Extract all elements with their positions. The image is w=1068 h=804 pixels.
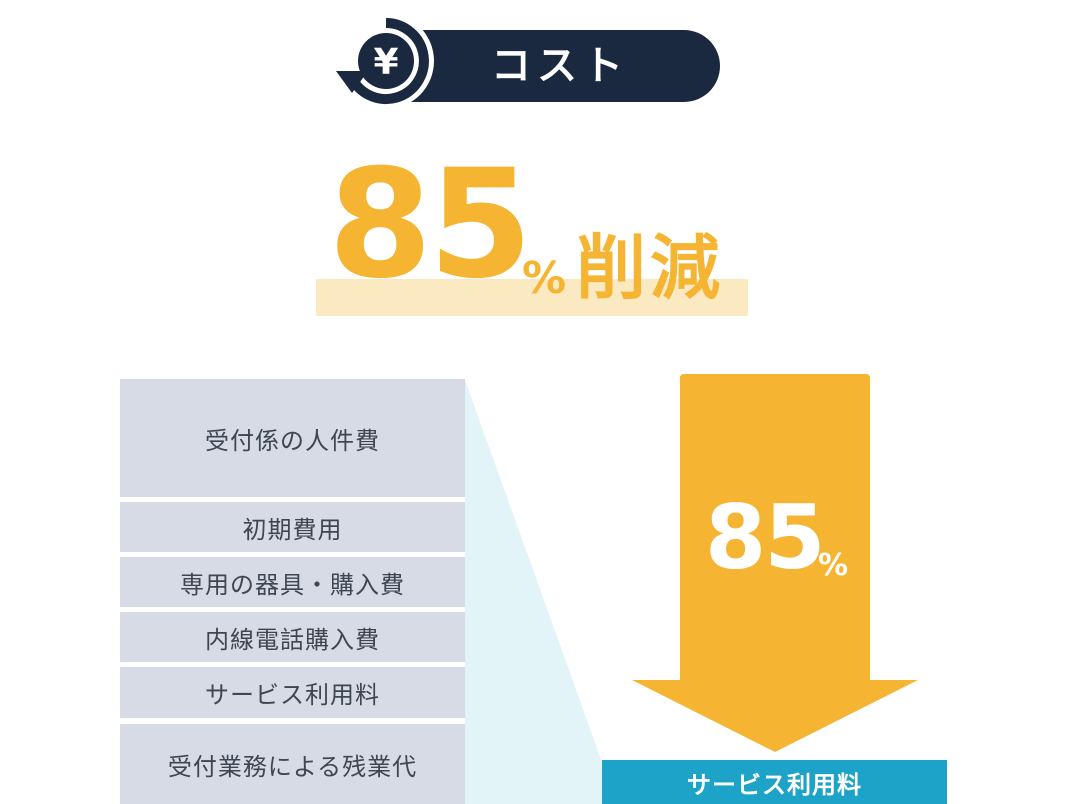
cost-item: 内線電話購入費: [120, 612, 465, 662]
headline-percent: %: [522, 253, 567, 304]
cost-item: サービス利用料: [120, 667, 465, 718]
arrow-percent: %: [818, 548, 849, 583]
headline-number: 85: [328, 138, 533, 312]
svg-text:¥: ¥: [373, 42, 398, 83]
headline-word: 削減: [576, 227, 724, 309]
cost-item: 初期費用: [120, 502, 465, 552]
result-label: サービス利用料: [602, 760, 947, 804]
headline-highlight: [316, 279, 748, 316]
cost-item: 受付係の人件費: [120, 379, 465, 497]
arrow-number: 85: [705, 486, 825, 589]
cost-item: 専用の器具・購入費: [120, 557, 465, 607]
yen-reduction-icon: ¥: [328, 13, 434, 109]
cost-item: 受付業務による残業代: [120, 724, 465, 804]
down-arrow-icon: [632, 374, 918, 752]
header-title: コスト: [491, 43, 629, 89]
